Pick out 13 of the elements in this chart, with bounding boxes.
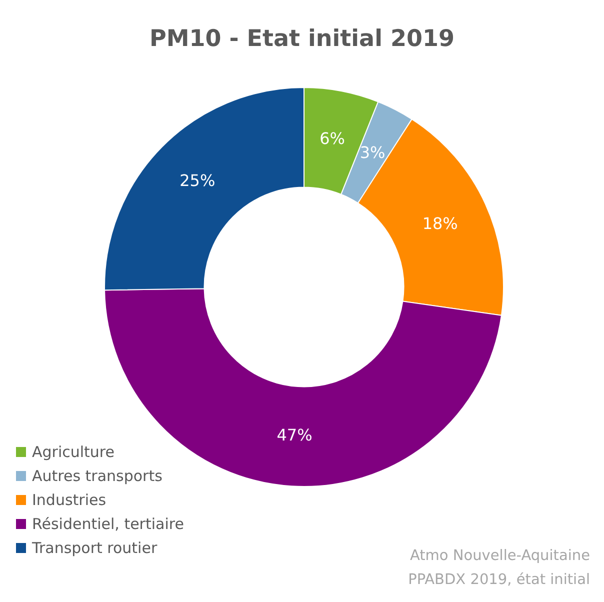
legend-label: Autres transports	[32, 466, 162, 487]
text: PPABDX 2019, état initial	[408, 571, 590, 590]
legend-label: Transport routier	[32, 538, 158, 559]
chart-title: PM10 - Etat initial 2019	[148, 26, 456, 52]
legend-label: Industries	[32, 490, 106, 511]
data-label: 25%	[180, 171, 216, 190]
data-label: 6%	[320, 129, 346, 148]
legend-label: Agriculture	[32, 442, 114, 463]
data-label: 47%	[276, 425, 312, 444]
data-label: 18%	[422, 214, 458, 233]
data-label: 3%	[360, 143, 386, 162]
legend-label: Résidentiel, tertiaire	[32, 514, 184, 535]
text: Atmo Nouvelle-Aquitaine	[408, 547, 590, 566]
